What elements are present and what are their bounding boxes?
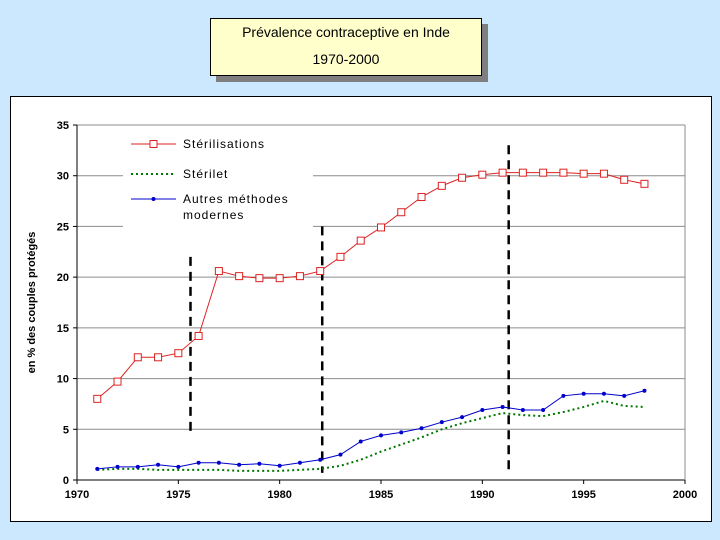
data-point xyxy=(622,393,627,398)
data-point xyxy=(235,272,244,281)
x-tick-label: 1980 xyxy=(267,489,291,501)
data-point xyxy=(520,408,525,413)
data-point xyxy=(338,452,343,457)
y-tick-label: 15 xyxy=(57,323,69,335)
data-point xyxy=(559,168,568,177)
data-point xyxy=(196,460,201,465)
data-point xyxy=(601,391,606,396)
series-line-0 xyxy=(96,172,645,400)
data-point xyxy=(539,168,548,177)
chart-frame: 0 5 10 15 20 25 30 35 1970 1975 1980 1985 1990 1995 20… xyxy=(10,96,712,522)
chart-title: Prévalence contraceptive en Inde xyxy=(242,24,450,40)
data-point xyxy=(518,168,527,177)
data-point xyxy=(460,415,465,420)
data-point xyxy=(214,267,223,276)
y-tick-label: 5 xyxy=(63,424,69,436)
data-point xyxy=(297,460,302,465)
data-point xyxy=(156,462,161,467)
data-point xyxy=(640,179,649,188)
data-point xyxy=(154,353,163,362)
y-tick-label: 10 xyxy=(57,374,69,386)
y-tick-label: 25 xyxy=(57,221,69,233)
data-point xyxy=(135,464,140,469)
data-point xyxy=(581,391,586,396)
data-point xyxy=(194,331,203,340)
data-point xyxy=(419,426,424,431)
x-tick-label: 1975 xyxy=(166,489,190,501)
series-line-2 xyxy=(97,390,645,470)
data-point xyxy=(113,377,122,386)
y-axis-label: en % des couples protégés xyxy=(26,232,38,374)
data-point xyxy=(458,173,467,182)
data-point xyxy=(356,236,365,245)
data-point xyxy=(500,404,505,409)
x-tick-label: 1995 xyxy=(571,489,595,501)
data-point xyxy=(358,439,363,444)
data-point xyxy=(417,193,426,202)
data-point xyxy=(579,169,588,178)
data-point xyxy=(174,349,183,358)
data-point xyxy=(93,394,102,403)
y-tick-label: 30 xyxy=(57,171,69,183)
x-tick-label: 1985 xyxy=(369,489,393,501)
data-point xyxy=(480,408,485,413)
data-point xyxy=(439,420,444,425)
legend-label: Stérilisations xyxy=(183,137,265,151)
legend-label: Autres méthodes xyxy=(183,192,289,206)
data-point xyxy=(379,433,383,438)
series-line-1 xyxy=(97,399,645,472)
legend-swatch-marker xyxy=(149,140,158,148)
data-point xyxy=(642,388,647,393)
data-point xyxy=(277,463,282,468)
data-point xyxy=(478,170,487,179)
legend-label-continued: modernes xyxy=(183,208,244,222)
data-point xyxy=(498,168,507,177)
data-point xyxy=(561,393,566,398)
x-tick-label: 1970 xyxy=(65,489,89,501)
data-point xyxy=(237,462,242,467)
data-point xyxy=(133,353,142,362)
y-tick-label: 35 xyxy=(57,120,69,132)
data-point xyxy=(257,461,262,466)
data-point xyxy=(399,430,404,435)
data-point xyxy=(176,464,181,469)
data-point xyxy=(599,169,608,178)
data-point xyxy=(397,208,406,217)
x-tick-label: 2000 xyxy=(673,489,697,501)
data-point xyxy=(115,464,120,469)
y-tick-label: 0 xyxy=(63,475,69,487)
data-point xyxy=(437,181,446,190)
y-tick-label: 20 xyxy=(57,272,69,284)
data-point xyxy=(318,457,323,462)
data-point xyxy=(95,466,100,471)
x-tick-label: 1990 xyxy=(470,489,494,501)
line-chart: 0 5 10 15 20 25 30 35 1970 1975 1980 1985 1990 1995 20… xyxy=(26,120,697,501)
data-point xyxy=(377,223,385,232)
data-point xyxy=(316,267,325,276)
chart-subtitle: 1970-2000 xyxy=(312,51,380,67)
legend-label: Stérilet xyxy=(183,167,228,181)
data-point xyxy=(275,274,284,283)
legend-swatch-marker xyxy=(151,197,156,201)
chart-title-box: Prévalence contraceptive en Inde 1970-20… xyxy=(210,18,482,76)
data-point xyxy=(336,252,345,261)
data-point xyxy=(620,175,629,184)
data-point xyxy=(541,408,546,413)
data-point xyxy=(255,274,264,283)
data-point xyxy=(295,272,304,281)
data-point xyxy=(216,460,221,465)
